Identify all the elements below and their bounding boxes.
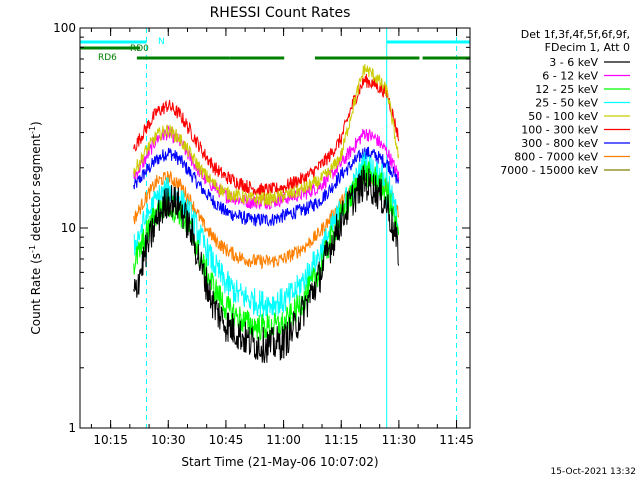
y-axis-label-sup1: -1 xyxy=(28,245,37,253)
chart-title: RHESSI Count Rates xyxy=(210,5,351,21)
legend-label-3: 12 - 25 keV xyxy=(535,83,598,96)
x-tick-label-3: 10:45 xyxy=(209,433,244,447)
footer-timestamp: 15-Oct-2021 13:32 xyxy=(551,467,636,477)
series-line-1 xyxy=(133,165,400,363)
series-layer xyxy=(133,64,400,363)
x-tick-label-6: 11:30 xyxy=(382,433,417,447)
y-tick-label-2: 10 xyxy=(61,221,76,235)
x-tick-label-1: 10:15 xyxy=(93,433,128,447)
series-line-7 xyxy=(133,146,400,227)
legend: Det 1f,3f,4f,5f,6f,9f, FDecim 1, Att 0 3… xyxy=(500,28,630,177)
legend-label-6: 100 - 300 keV xyxy=(521,124,598,137)
legend-label-5: 50 - 100 keV xyxy=(528,110,598,123)
legend-label-4: 25 - 50 keV xyxy=(535,97,598,110)
series-line-6 xyxy=(133,73,400,197)
legend-label-7: 300 - 800 keV xyxy=(521,137,598,150)
legend-label-9: 7000 - 15000 keV xyxy=(500,164,598,177)
legend-header-line-1: Det 1f,3f,4f,5f,6f,9f, xyxy=(521,28,630,41)
x-axis-label: Start Time (21-May-06 10:07:02) xyxy=(181,455,378,469)
annotation-label-n: N xyxy=(158,37,165,47)
annotation-label-rd0: RD0 xyxy=(130,44,149,54)
plot-frame xyxy=(79,27,471,429)
legend-label-8: 800 - 7000 keV xyxy=(514,151,598,164)
legend-label-1: 3 - 6 keV xyxy=(549,56,598,69)
x-tick-label-4: 11:00 xyxy=(266,433,301,447)
y-axis-label-main: Count Rate (s xyxy=(29,253,43,335)
legend-header-line-2: FDecim 1, Att 0 xyxy=(545,41,630,54)
vertical-lines xyxy=(79,28,458,428)
x-tick-label-2: 10:30 xyxy=(151,433,186,447)
axis-ticks: 10:15 10:30 10:45 11:00 11:15 11:30 11:45 1 10 10… xyxy=(53,21,474,447)
y-axis-label-sup2: -1 xyxy=(28,126,37,134)
y-axis-label-mid: detector segment xyxy=(29,134,43,245)
annotation-label-rd6: RD6 xyxy=(98,53,117,63)
x-tick-label-5: 11:15 xyxy=(324,433,359,447)
annotation-bars: N RD0 RD6 xyxy=(80,37,470,63)
y-tick-label-3: 100 xyxy=(53,21,76,35)
series-line-5 xyxy=(133,64,400,207)
y-axis-label-end: ) xyxy=(29,121,43,126)
x-tick-label-7: 11:45 xyxy=(439,433,474,447)
y-axis-label: Count Rate (s-1 detector segment-1) xyxy=(28,121,43,334)
y-tick-label-1: 1 xyxy=(68,421,76,435)
legend-label-2: 6 - 12 keV xyxy=(542,70,598,83)
